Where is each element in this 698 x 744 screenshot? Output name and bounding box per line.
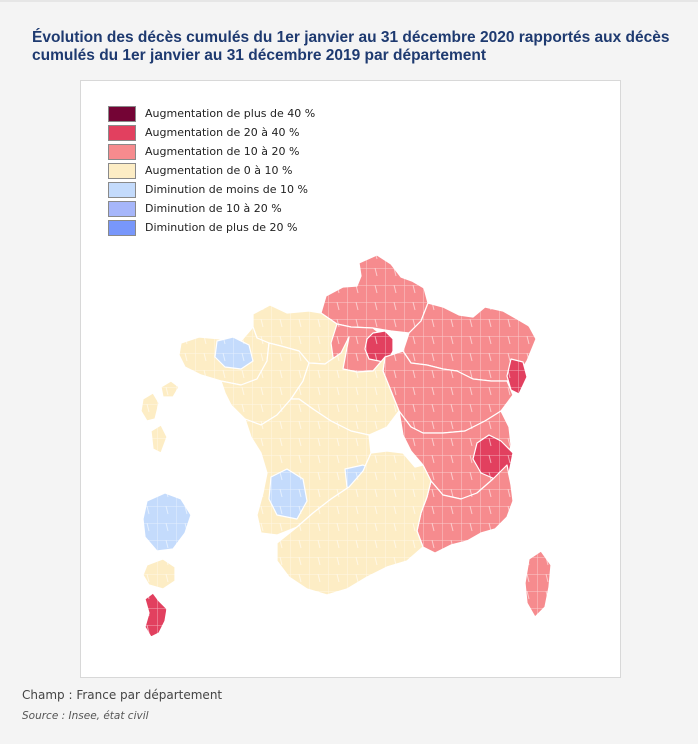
legend-swatch <box>108 182 136 198</box>
legend-label: Diminution de moins de 10 % <box>145 183 308 196</box>
legend-swatch <box>108 144 136 160</box>
departement-borders <box>141 381 179 421</box>
departement-borders <box>525 551 551 617</box>
chart-caption: Champ : France par département <box>22 688 223 702</box>
map-frame: Augmentation de plus de 40 % Augmentatio… <box>80 80 621 678</box>
departement-borders <box>403 303 536 381</box>
departement-borders <box>365 331 393 363</box>
departement-borders <box>277 451 431 595</box>
legend-swatch <box>108 163 136 179</box>
legend-label: Augmentation de plus de 40 % <box>145 107 316 120</box>
departement-borders <box>321 255 428 333</box>
legend-swatch <box>108 106 136 122</box>
departement-borders <box>291 337 399 435</box>
legend-label: Augmentation de 0 à 10 % <box>145 164 293 177</box>
departement-borders <box>143 493 191 551</box>
chart-title: Évolution des décès cumulés du 1er janvi… <box>32 29 670 64</box>
departement-borders <box>473 435 513 479</box>
legend-swatch <box>108 220 136 236</box>
departement-borders <box>417 465 513 553</box>
departement-borders <box>221 343 309 425</box>
legend-swatch <box>108 125 136 141</box>
departement-borders <box>151 425 167 453</box>
departement-borders <box>143 559 175 589</box>
overseas-departements <box>140 380 192 638</box>
departement-borders <box>253 305 349 364</box>
legend-swatch <box>108 201 136 217</box>
chart-source: Source : Insee, état civil <box>22 710 149 722</box>
legend-label: Diminution de plus de 20 % <box>145 221 298 234</box>
top-divider <box>0 0 698 2</box>
legend-label: Augmentation de 10 à 20 % <box>145 145 300 158</box>
departement-borders <box>215 337 253 369</box>
departement-borders <box>507 359 527 394</box>
departement-borders <box>145 593 167 637</box>
mainland-france <box>178 254 552 618</box>
departement-borders <box>383 351 513 433</box>
france-departements-map <box>140 254 552 638</box>
departement-borders <box>399 411 511 499</box>
departement-borders <box>269 469 307 519</box>
legend-label: Diminution de 10 à 20 % <box>145 202 282 215</box>
legend-label: Augmentation de 20 à 40 % <box>145 126 300 139</box>
